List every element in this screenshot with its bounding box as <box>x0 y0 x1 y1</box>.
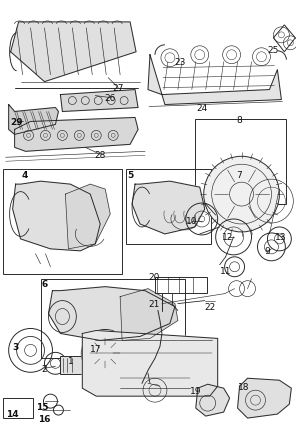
Text: 10: 10 <box>186 217 198 226</box>
Text: 29: 29 <box>10 118 23 127</box>
Text: 15: 15 <box>36 402 49 411</box>
Text: 24: 24 <box>196 104 207 113</box>
Bar <box>3 398 33 418</box>
Polygon shape <box>148 56 281 105</box>
Text: 26: 26 <box>105 94 116 103</box>
Text: 13: 13 <box>275 233 286 242</box>
Text: 8: 8 <box>237 116 242 125</box>
Text: 25: 25 <box>268 46 279 55</box>
Bar <box>126 170 211 244</box>
Polygon shape <box>15 118 138 152</box>
Polygon shape <box>11 23 136 82</box>
Text: 19: 19 <box>190 386 202 395</box>
Text: 3: 3 <box>12 342 19 351</box>
Text: 2: 2 <box>42 364 47 373</box>
Circle shape <box>204 157 279 232</box>
Polygon shape <box>82 331 218 396</box>
Text: 17: 17 <box>89 344 101 353</box>
Polygon shape <box>60 90 138 112</box>
Text: 28: 28 <box>94 151 106 159</box>
Bar <box>40 279 185 358</box>
Text: 14: 14 <box>6 409 19 418</box>
Bar <box>195 120 286 204</box>
Polygon shape <box>48 287 175 341</box>
Text: 23: 23 <box>174 58 186 67</box>
Text: 20: 20 <box>148 273 160 282</box>
Text: 9: 9 <box>265 247 270 256</box>
Text: 18: 18 <box>238 382 249 391</box>
Polygon shape <box>120 289 178 341</box>
Text: 22: 22 <box>204 302 215 311</box>
Polygon shape <box>196 385 230 416</box>
Text: 1: 1 <box>67 356 73 365</box>
Polygon shape <box>238 378 291 418</box>
Polygon shape <box>13 182 100 251</box>
Polygon shape <box>65 185 110 249</box>
Text: 5: 5 <box>127 170 133 179</box>
Text: 7: 7 <box>237 170 242 179</box>
Text: 27: 27 <box>113 84 124 93</box>
Polygon shape <box>9 105 59 135</box>
Bar <box>3 170 122 274</box>
Polygon shape <box>132 182 205 234</box>
Text: 16: 16 <box>38 414 51 423</box>
Text: 11: 11 <box>220 266 231 276</box>
Text: 4: 4 <box>21 170 28 179</box>
Text: 21: 21 <box>148 299 160 309</box>
Bar <box>155 277 207 293</box>
Text: 6: 6 <box>41 279 48 289</box>
Text: 12: 12 <box>222 233 233 242</box>
Bar <box>60 356 82 375</box>
Circle shape <box>81 330 129 378</box>
